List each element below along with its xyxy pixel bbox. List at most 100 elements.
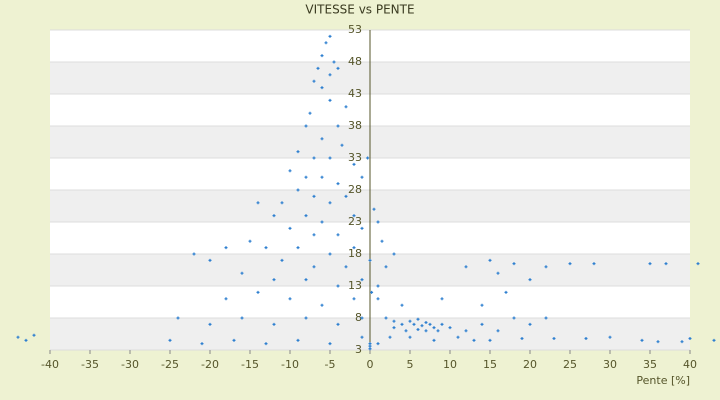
y-tick-label: 28 [348,183,362,196]
point [432,326,436,330]
point [440,297,444,301]
point [272,278,276,282]
point [16,335,20,339]
point [328,342,332,346]
point [370,290,374,294]
point [376,284,380,288]
point [176,316,180,320]
point [288,169,292,173]
x-tick-label: 40 [683,358,697,371]
point [208,258,212,262]
point [328,156,332,160]
point [32,333,36,337]
point [312,233,316,237]
point [288,297,292,301]
point [256,201,260,205]
x-tick-label: -40 [41,358,59,371]
point [696,262,700,266]
point [392,319,396,323]
y-tick-label: 43 [348,87,362,100]
point [432,338,436,342]
point [168,338,172,342]
point [304,175,308,179]
point [336,182,340,186]
x-tick-label: -10 [281,358,299,371]
point [360,175,364,179]
point [512,316,516,320]
x-tick-label: 10 [443,358,457,371]
x-tick-label: -15 [241,358,259,371]
x-tick-label: -5 [325,358,336,371]
x-tick-label: 25 [563,358,577,371]
point [280,201,284,205]
point [320,175,324,179]
x-tick-label: 0 [367,358,374,371]
point [372,207,376,211]
point [464,265,468,269]
point [424,329,428,333]
point [688,336,692,340]
point [320,220,324,224]
point [332,60,336,64]
point [224,297,228,301]
point [336,322,340,326]
point [436,329,440,333]
x-tick-label: 20 [523,358,537,371]
point [328,34,332,38]
x-axis-label: Pente [%] [636,374,690,387]
point [360,316,364,320]
point [480,303,484,307]
point [312,156,316,160]
chart-title: VITESSE vs PENTE [305,3,414,17]
point [320,54,324,58]
point [640,338,644,342]
point [344,105,348,109]
point [404,329,408,333]
point [200,342,204,346]
point [352,246,356,250]
point [496,329,500,333]
point [656,340,660,344]
point [664,262,668,266]
point [488,258,492,262]
point [400,303,404,307]
point [264,342,268,346]
point [504,290,508,294]
x-tick-label: 15 [483,358,497,371]
point [376,220,380,224]
point [296,246,300,250]
point [392,326,396,330]
point [312,265,316,269]
x-tick-label: 35 [643,358,657,371]
point [440,322,444,326]
point [272,322,276,326]
point [304,214,308,218]
point [368,347,372,351]
y-tick-label: 38 [348,119,362,132]
point [384,316,388,320]
point [336,124,340,128]
point [520,336,524,340]
point [608,335,612,339]
point [272,214,276,218]
point [528,322,532,326]
point [296,150,300,154]
point [584,336,588,340]
y-tick-label: 23 [348,215,362,228]
point [496,271,500,275]
point [568,262,572,266]
point [192,252,196,256]
point [416,317,420,321]
point [592,262,596,266]
point [366,156,370,160]
point [456,335,460,339]
point [368,342,372,346]
point [308,111,312,115]
point [208,322,212,326]
x-tick-label: -30 [121,358,139,371]
point [340,143,344,147]
point [428,322,432,326]
point [248,239,252,243]
point [312,79,316,83]
